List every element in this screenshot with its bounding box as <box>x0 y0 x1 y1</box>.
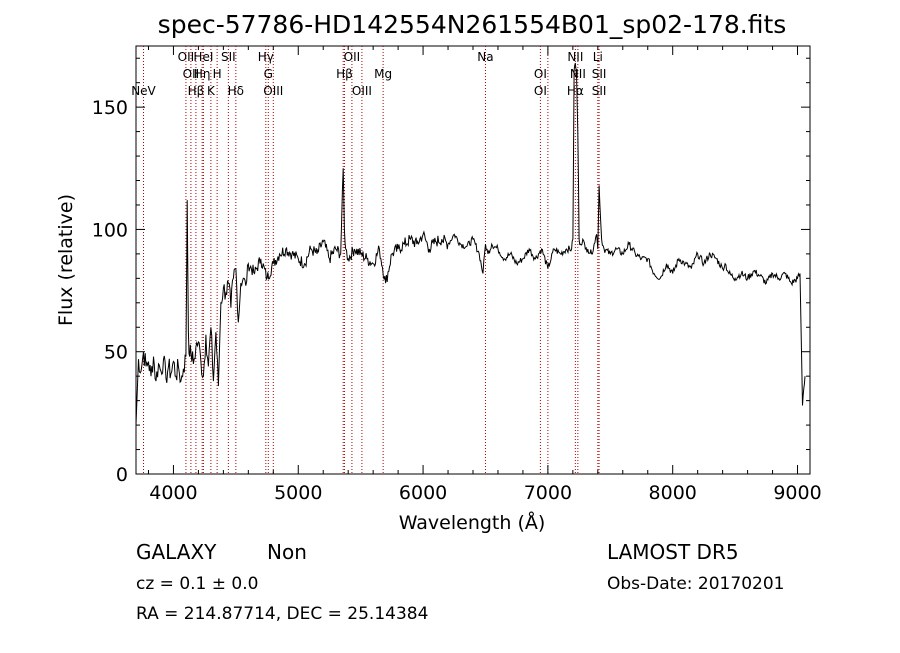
spectral-line-label: Hη <box>194 67 211 81</box>
obs-date: Obs-Date: 20170201 <box>607 574 784 594</box>
spectral-line-label: Hβ <box>336 67 353 81</box>
spectral-line-label: G <box>264 67 273 81</box>
y-tick-label: 100 <box>92 219 128 241</box>
spectral-line-label: Hα <box>567 84 584 98</box>
survey-name: LAMOST DR5 <box>607 540 739 564</box>
x-axis-label: Wavelength (Å) <box>399 511 546 534</box>
spectral-line-label: HeI <box>193 50 213 64</box>
x-tick-label: 8000 <box>649 482 697 504</box>
coordinates: RA = 214.87714, DEC = 25.14384 <box>136 604 428 624</box>
spectral-line-label: OII <box>178 50 195 64</box>
spectral-line-label: OIII <box>352 84 372 98</box>
x-tick-label: 6000 <box>399 482 447 504</box>
spectral-line-label: H <box>213 67 222 81</box>
spectral-line-label: Hβ <box>188 84 205 98</box>
x-tick-label: 4000 <box>149 482 197 504</box>
spectral-line-label: SII <box>592 84 607 98</box>
x-tick-label: 7000 <box>524 482 572 504</box>
spectral-line-label: OI <box>534 67 547 81</box>
x-tick-label: 5000 <box>274 482 322 504</box>
object-subclass: Non <box>267 540 307 564</box>
spectral-line-label: Na <box>477 50 493 64</box>
spectral-line-label: Li <box>593 50 603 64</box>
y-axis-label: Flux (relative) <box>55 194 77 326</box>
plot-frame <box>135 45 811 475</box>
spectral-line-label: K <box>207 84 216 98</box>
y-tick-label: 0 <box>116 464 128 486</box>
object-type: GALAXY <box>136 540 217 564</box>
spectrum-series <box>135 62 806 426</box>
spectral-line-label: NeV <box>131 84 156 98</box>
y-tick-label: 50 <box>104 342 128 364</box>
spectral-line-label: NII <box>567 50 583 64</box>
x-axis-ticks: 4000 5000 6000 7000 8000 9000 <box>147 46 822 504</box>
spectral-line-label: Hδ <box>228 84 244 98</box>
spectral-line-label: Mg <box>374 67 392 81</box>
redshift-cz: cz = 0.1 ± 0.0 <box>136 574 258 594</box>
spectral-line-labels: NeVOIIOIIHβHηHeIKHSIIHδHγGOIIIOIIHβOIIIM… <box>131 50 606 98</box>
spectral-line-label: OI <box>534 84 547 98</box>
y-tick-label: 150 <box>92 97 128 119</box>
spectral-line-markers <box>142 46 600 474</box>
spectrum-line <box>135 62 806 426</box>
spectral-line-label: NII <box>570 67 586 81</box>
x-tick-label: 9000 <box>773 482 821 504</box>
spectral-line-label: OIII <box>263 84 283 98</box>
spectral-line-label: SII <box>592 67 607 81</box>
spectral-line-label: SII <box>221 50 236 64</box>
spectral-line-label: Hγ <box>258 50 274 64</box>
spectral-line-label: OII <box>344 50 361 64</box>
y-axis-ticks: 0 50 100 150 <box>92 57 810 486</box>
spectral-line-label: OII <box>183 67 200 81</box>
chart-title: spec-57786-HD142554N261554B01_sp02-178.f… <box>158 10 787 39</box>
